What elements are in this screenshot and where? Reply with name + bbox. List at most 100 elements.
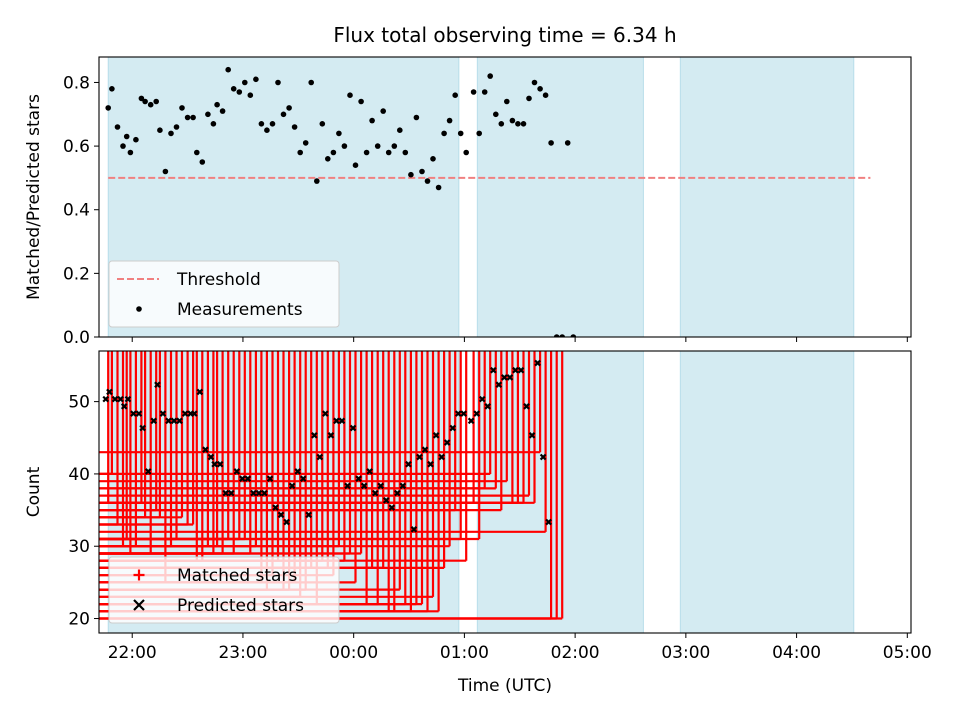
- predicted-point: [277, 511, 285, 519]
- data-point: [280, 111, 287, 118]
- predicted-point: [449, 424, 457, 432]
- data-point: [314, 178, 320, 184]
- predicted-point: [394, 489, 401, 497]
- predicted-point: [333, 417, 340, 425]
- data-point: [168, 130, 174, 137]
- predicted-point: [501, 374, 508, 381]
- data-point: [157, 127, 163, 133]
- data-point: [457, 130, 464, 137]
- predicted-point: [349, 424, 357, 432]
- data-point: [147, 101, 154, 108]
- data-point: [190, 114, 196, 121]
- data-point: [120, 143, 126, 149]
- data-point: [173, 124, 180, 130]
- x-tick-label: 03:00: [661, 643, 710, 663]
- y-tick-label: 40: [68, 465, 90, 485]
- data-point: [105, 105, 111, 111]
- predicted-point: [467, 417, 475, 425]
- data-point: [347, 92, 353, 98]
- data-point: [109, 86, 115, 92]
- data-point: [559, 334, 565, 337]
- data-point: [487, 73, 494, 79]
- legend-label: Threshold: [176, 270, 261, 290]
- data-point: [325, 156, 331, 162]
- data-point: [142, 98, 148, 105]
- predicted-point: [338, 417, 346, 425]
- predicted-point: [272, 504, 279, 511]
- predicted-point: [305, 511, 313, 519]
- data-point: [463, 149, 470, 156]
- predicted-point: [405, 460, 412, 468]
- data-point: [264, 127, 270, 133]
- data-point: [564, 140, 571, 146]
- count-panel: 20 30 40 50 22:00 23:00 00:00 01:00 02:00 03:00 04…: [24, 350, 932, 663]
- x-tick-label: 02:00: [551, 643, 600, 663]
- matched-point: [99, 351, 363, 555]
- y-tick-label: 50: [68, 393, 90, 413]
- predicted-point: [316, 453, 324, 461]
- predicted-point: [120, 403, 128, 410]
- predicted-point: [517, 366, 525, 374]
- predicted-point: [150, 417, 158, 425]
- data-point: [526, 95, 532, 102]
- ratio-panel: 0.0 0.2 0.4 0.6 0.8 Matched/Predicted stars Th…: [24, 56, 912, 348]
- predicted-point: [534, 359, 541, 367]
- data-point: [446, 117, 453, 124]
- matched-point: [99, 351, 110, 504]
- data-point: [330, 149, 337, 156]
- data-point: [114, 124, 121, 130]
- observing-window: [679, 350, 855, 634]
- predicted-point: [432, 432, 440, 439]
- predicted-point: [239, 475, 246, 483]
- predicted-point: [454, 410, 462, 417]
- predicted-point: [416, 453, 423, 461]
- predicted-point: [130, 410, 137, 417]
- data-point: [498, 121, 505, 127]
- data-point: [258, 121, 265, 127]
- predicted-point: [154, 381, 161, 389]
- data-point: [435, 184, 442, 191]
- data-point: [269, 121, 276, 127]
- legend-marker: [133, 599, 145, 611]
- predicted-point: [111, 395, 119, 403]
- matched-point: [99, 351, 195, 526]
- data-point: [236, 89, 243, 95]
- data-point: [520, 121, 527, 127]
- predicted-point: [255, 489, 263, 497]
- legend-marker: [133, 569, 145, 581]
- data-point: [385, 149, 392, 156]
- predicted-point: [539, 453, 547, 461]
- legend: Matched stars Predicted stars: [108, 556, 340, 624]
- x-tick-label: 01:00: [440, 643, 489, 663]
- chart-title: Flux total observing time = 6.34 h: [333, 23, 676, 47]
- predicted-point: [250, 489, 257, 497]
- predicted-point: [523, 403, 530, 410]
- predicted-point: [399, 482, 407, 490]
- data-point: [319, 121, 326, 127]
- data-point: [194, 149, 200, 156]
- data-point: [242, 79, 248, 86]
- data-point: [470, 89, 477, 95]
- predicted-point: [355, 475, 362, 483]
- matched-point: [99, 351, 547, 533]
- matched-point: [99, 351, 113, 475]
- predicted-point: [266, 475, 274, 483]
- predicted-point: [528, 432, 536, 439]
- predicted-point: [410, 526, 418, 533]
- data-point: [291, 124, 298, 130]
- y-tick-label: 0.6: [63, 137, 90, 157]
- data-point: [225, 66, 231, 73]
- y-tick-label: 30: [68, 537, 90, 557]
- data-point: [419, 168, 425, 175]
- data-point: [153, 98, 159, 105]
- data-point: [408, 171, 414, 178]
- data-point: [504, 98, 510, 105]
- observing-window: [679, 56, 855, 338]
- data-point: [286, 105, 292, 111]
- y-tick-label: 0.2: [63, 264, 90, 284]
- data-point: [531, 79, 538, 86]
- predicted-point: [327, 432, 335, 439]
- predicted-point: [443, 439, 451, 446]
- legend: Threshold Measurements: [108, 260, 340, 328]
- predicted-point: [227, 489, 235, 497]
